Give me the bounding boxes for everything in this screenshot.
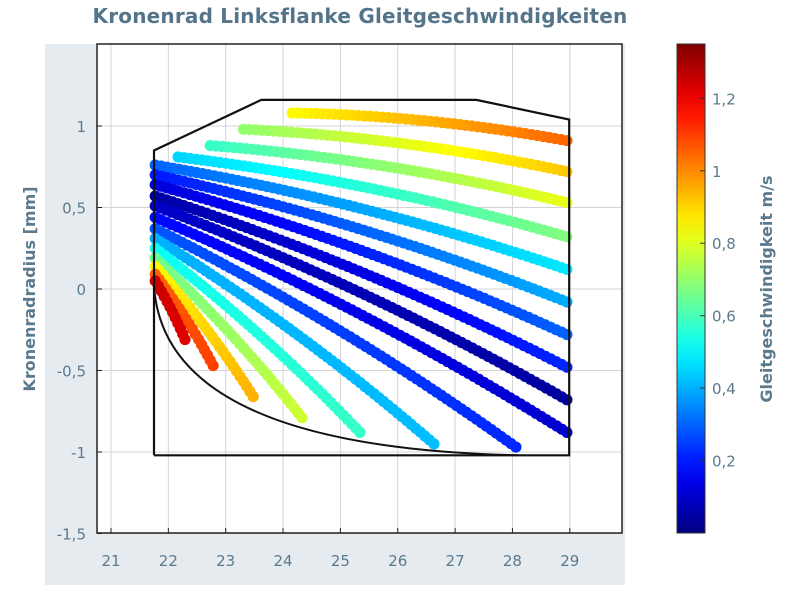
y-axis-label: Kronenradradius [mm] — [20, 186, 39, 391]
colorbar-tick-label: 0,6 — [712, 308, 736, 326]
colorbar-tick-label: 0,8 — [712, 235, 736, 253]
x-axis: 21 22 23 24 25 26 27 28 29 — [101, 528, 579, 570]
colorbar-ticks: 1,2 1 0,8 0,6 0,4 0,2 — [700, 90, 736, 471]
x-tick-label: 29 — [560, 552, 579, 570]
x-tick-label: 22 — [159, 552, 178, 570]
tooth-outline — [152, 98, 571, 457]
x-tick-label: 26 — [388, 552, 407, 570]
x-tick-label: 24 — [274, 552, 293, 570]
x-tick-label: 23 — [216, 552, 235, 570]
colorbar-tick-label: 1,2 — [712, 90, 736, 108]
x-tick-label: 27 — [446, 552, 465, 570]
colorbar — [676, 43, 706, 534]
contact-line-points — [149, 107, 573, 453]
root-fillet-curve — [153, 285, 519, 457]
colorbar-tick-label: 0,4 — [712, 380, 736, 398]
x-tick-label: 21 — [101, 552, 120, 570]
colorbar-tick-label: 1 — [712, 163, 722, 181]
y-tick-label: 0 — [76, 281, 86, 299]
y-axis: 1 0,5 0 -0,5 -1 -1,5 — [57, 118, 102, 544]
x-tick-label: 25 — [331, 552, 350, 570]
y-tick-label: 0,5 — [62, 200, 86, 218]
tooth-boundary — [152, 98, 571, 457]
chart-title: Kronenrad Linksflanke Gleitgeschwindigke… — [92, 4, 628, 28]
colorbar-tick-label: 0,2 — [712, 453, 736, 471]
y-tick-label: 1 — [76, 118, 86, 136]
y-tick-label: -1 — [71, 444, 86, 462]
colorbar-label: Gleitgeschwindigkeit m/s — [757, 175, 776, 402]
y-tick-label: -1,5 — [57, 526, 86, 544]
x-tick-label: 28 — [503, 552, 522, 570]
y-tick-label: -0,5 — [57, 363, 86, 381]
